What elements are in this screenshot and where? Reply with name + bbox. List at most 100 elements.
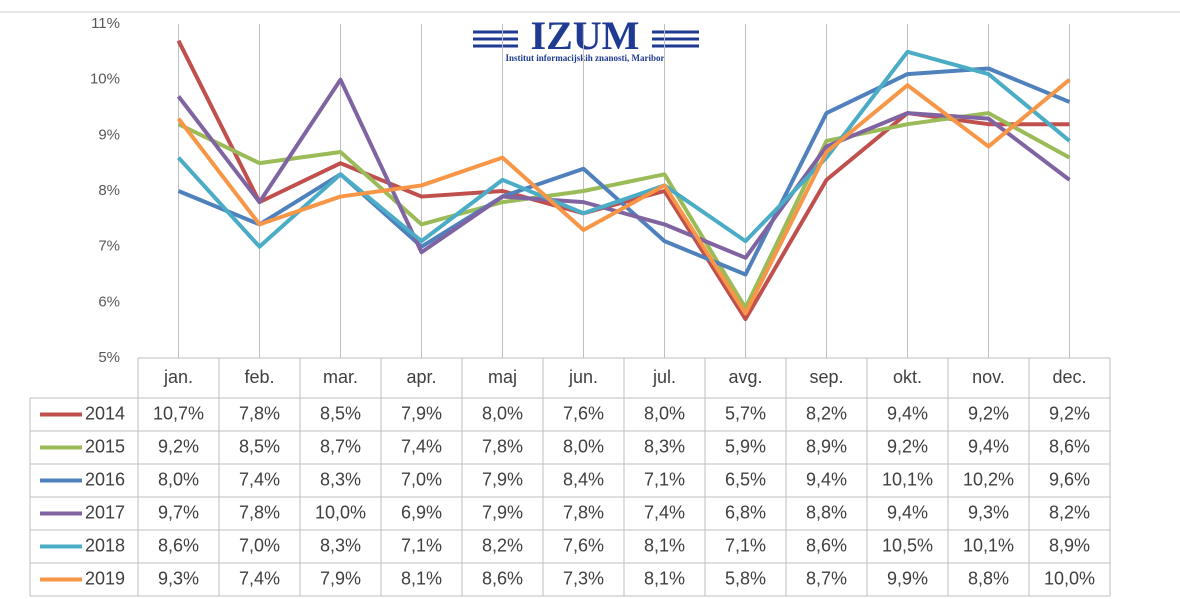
data-label: 8,0%	[644, 403, 685, 423]
data-label: 9,6%	[1049, 469, 1090, 489]
data-label: 9,3%	[968, 502, 1009, 522]
data-label: 8,7%	[320, 436, 361, 456]
legend-label: 2016	[85, 469, 125, 489]
data-label: 8,0%	[482, 403, 523, 423]
data-label: 7,8%	[482, 436, 523, 456]
data-label: 8,6%	[1049, 436, 1090, 456]
data-label: 8,2%	[1049, 502, 1090, 522]
data-label: 7,9%	[401, 403, 442, 423]
data-label: 8,2%	[482, 535, 523, 555]
logo: IZUM Institut informacijskih znanosti, M…	[473, 13, 699, 63]
data-label: 8,8%	[806, 502, 847, 522]
data-label: 8,3%	[644, 436, 685, 456]
data-label: 7,4%	[239, 568, 280, 588]
data-label: 8,0%	[158, 469, 199, 489]
data-label: 8,8%	[968, 568, 1009, 588]
data-label: 8,9%	[1049, 535, 1090, 555]
data-label: 7,4%	[644, 502, 685, 522]
data-label: 7,1%	[644, 469, 685, 489]
series-line	[176, 77, 1071, 260]
data-label: 10,2%	[963, 469, 1014, 489]
data-label: 10,1%	[963, 535, 1014, 555]
x-tick-label: feb.	[244, 367, 274, 387]
data-label: 10,7%	[153, 403, 204, 423]
legend-label: 2019	[85, 568, 125, 588]
data-label: 9,2%	[887, 436, 928, 456]
data-label: 5,7%	[725, 403, 766, 423]
data-label: 7,9%	[320, 568, 361, 588]
logo-subtitle: Institut informacijskih znanosti, Maribo…	[505, 53, 664, 63]
data-label: 7,8%	[239, 502, 280, 522]
x-tick-label: okt.	[893, 367, 922, 387]
logo-title: IZUM	[531, 13, 640, 58]
x-tick-label: sep.	[809, 367, 843, 387]
data-label: 9,4%	[887, 502, 928, 522]
data-label: 8,5%	[320, 403, 361, 423]
data-label: 8,5%	[239, 436, 280, 456]
data-label: 10,0%	[315, 502, 366, 522]
data-label: 9,3%	[158, 568, 199, 588]
data-label: 6,5%	[725, 469, 766, 489]
data-label: 8,4%	[563, 469, 604, 489]
data-label: 6,9%	[401, 502, 442, 522]
x-tick-label: dec.	[1052, 367, 1086, 387]
data-label: 8,6%	[482, 568, 523, 588]
data-label: 9,4%	[806, 469, 847, 489]
data-label: 8,3%	[320, 469, 361, 489]
x-tick-label: jun.	[568, 367, 598, 387]
data-label: 7,1%	[725, 535, 766, 555]
data-label: 8,7%	[806, 568, 847, 588]
series-line	[177, 111, 1071, 310]
series-line	[177, 66, 1071, 277]
data-label: 9,2%	[968, 403, 1009, 423]
y-tick-label: 9%	[98, 126, 120, 143]
data-label: 8,3%	[320, 535, 361, 555]
data-label: 8,6%	[806, 535, 847, 555]
x-tick-label: apr.	[406, 367, 436, 387]
series-line	[176, 39, 1070, 322]
x-tick-label: jan.	[163, 367, 193, 387]
data-label: 10,1%	[882, 469, 933, 489]
data-label: 9,2%	[1049, 403, 1090, 423]
y-tick-label: 10%	[90, 71, 120, 88]
data-label: 8,1%	[644, 535, 685, 555]
x-tick-label: mar.	[323, 367, 358, 387]
data-label: 7,1%	[401, 535, 442, 555]
data-label: 6,8%	[725, 502, 766, 522]
data-label: 8,9%	[806, 436, 847, 456]
data-label: 8,6%	[158, 535, 199, 555]
y-tick-label: 7%	[98, 238, 120, 255]
data-label: 8,0%	[563, 436, 604, 456]
legend-label: 2018	[85, 535, 125, 555]
x-tick-label: maj	[488, 367, 517, 387]
data-label: 7,6%	[563, 535, 604, 555]
data-label: 9,4%	[968, 436, 1009, 456]
legend-label: 2017	[85, 502, 125, 522]
data-label: 7,8%	[239, 403, 280, 423]
data-label: 7,4%	[401, 436, 442, 456]
data-label: 8,1%	[644, 568, 685, 588]
data-label: 9,4%	[887, 403, 928, 423]
data-label: 8,1%	[401, 568, 442, 588]
data-label: 7,6%	[563, 403, 604, 423]
data-label: 7,8%	[563, 502, 604, 522]
data-label: 7,9%	[482, 469, 523, 489]
series-line	[176, 78, 1071, 316]
data-label: 9,2%	[158, 436, 199, 456]
data-label: 9,7%	[158, 502, 199, 522]
data-label: 5,8%	[725, 568, 766, 588]
data-label: 8,2%	[806, 403, 847, 423]
data-label: 7,0%	[239, 535, 280, 555]
y-tick-label: 11%	[91, 15, 120, 32]
legend-label: 2015	[85, 436, 125, 456]
y-tick-label: 6%	[98, 293, 120, 310]
data-label: 10,5%	[882, 535, 933, 555]
series-line	[177, 49, 1071, 249]
data-label: 7,0%	[401, 469, 442, 489]
y-tick-label: 5%	[98, 349, 120, 366]
data-label: 5,9%	[725, 436, 766, 456]
legend-label: 2014	[85, 403, 125, 423]
data-label: 7,4%	[239, 469, 280, 489]
